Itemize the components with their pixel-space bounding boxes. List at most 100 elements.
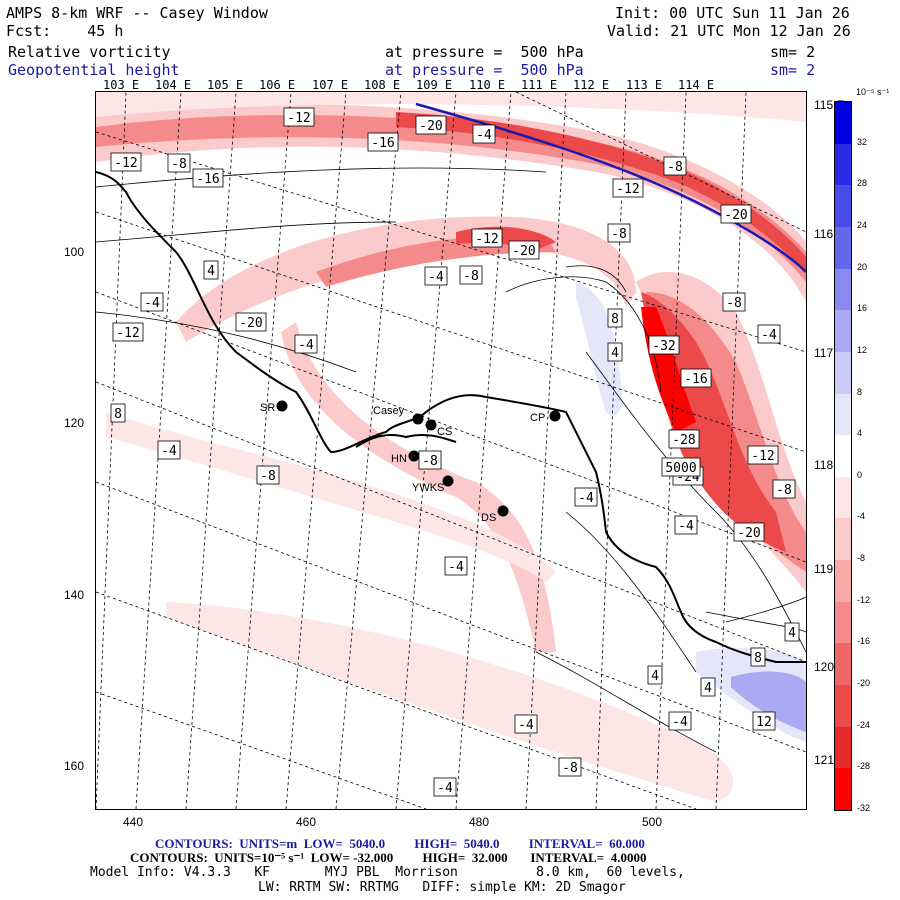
y-tick-label: 160 xyxy=(64,759,85,773)
station-dot xyxy=(549,410,561,422)
contour-label: -20 xyxy=(415,115,447,135)
svg-text:-8: -8 xyxy=(260,469,276,484)
svg-text:-20: -20 xyxy=(239,316,262,331)
contour-label: 4 xyxy=(203,260,219,280)
contour-label: -8 xyxy=(256,465,280,485)
map-plot-area: SR Casey CS CP HN YWKS DS -12 -16 -20 -4 -12 -8 -16-… xyxy=(95,91,807,810)
contour-label: 8 xyxy=(750,647,766,667)
positive-vorticity-fill xyxy=(576,282,806,742)
contour-label: 12 xyxy=(752,711,776,731)
station-dot xyxy=(408,450,420,462)
colorbar-label: -16 xyxy=(857,636,871,647)
contour-label: -4 xyxy=(668,711,692,731)
svg-text:-20: -20 xyxy=(737,526,760,541)
colorbar-label: -20 xyxy=(857,678,871,689)
station-label: YWKS xyxy=(412,482,444,494)
x-tick-label: 500 xyxy=(642,815,663,829)
footer-physics-info: LW: RRTM SW: RRTMG DIFF: simple KM: 2D S… xyxy=(258,880,626,895)
svg-text:-12: -12 xyxy=(616,182,639,197)
contour-label: -8 xyxy=(663,156,687,176)
svg-text:-16: -16 xyxy=(684,372,707,387)
contour-label: -8 xyxy=(772,479,796,499)
contour-label: -12 xyxy=(112,322,144,342)
svg-text:4: 4 xyxy=(611,346,619,361)
colorbar-segment xyxy=(835,601,851,644)
svg-text:-4: -4 xyxy=(672,715,688,730)
svg-text:-4: -4 xyxy=(761,328,777,343)
svg-text:-12: -12 xyxy=(751,449,774,464)
svg-text:-12: -12 xyxy=(287,111,310,126)
svg-text:-12: -12 xyxy=(116,326,139,341)
svg-text:-20: -20 xyxy=(419,119,442,134)
colorbar-label: 4 xyxy=(857,428,863,439)
colorbar-unit: 10⁻⁵ s⁻¹ xyxy=(856,87,890,97)
contour-label: -12 xyxy=(747,445,779,465)
field1-smoothing: sm= 2 xyxy=(770,43,816,61)
svg-text:-4: -4 xyxy=(144,296,160,311)
contour-label: -4 xyxy=(433,777,457,797)
valid-time: Valid: 21 UTC Mon 12 Jan 26 xyxy=(607,22,851,40)
contour-label: -32 xyxy=(648,335,680,355)
svg-text:4: 4 xyxy=(788,626,796,641)
station-markers: SR Casey CS CP HN YWKS DS xyxy=(260,400,561,524)
contour-label: -4 xyxy=(157,440,181,460)
svg-text:8: 8 xyxy=(114,407,122,422)
top-longitude-label: 108 E xyxy=(364,78,401,92)
top-longitude-label: 109 E xyxy=(416,78,453,92)
svg-text:-4: -4 xyxy=(437,781,453,796)
svg-text:-8: -8 xyxy=(463,269,479,284)
contour-label: -4 xyxy=(444,556,468,576)
svg-text:-4: -4 xyxy=(298,338,314,353)
colorbar-label: -32 xyxy=(857,803,871,813)
contour-label: -12 xyxy=(471,228,503,248)
contour-label: -28 xyxy=(668,429,700,449)
coastline xyxy=(96,171,806,663)
colorbar-segment xyxy=(835,685,851,727)
colorbar-segment xyxy=(835,643,851,686)
svg-text:-32: -32 xyxy=(652,339,675,354)
station-dot xyxy=(412,413,424,425)
top-longitude-label: 105 E xyxy=(207,78,244,92)
colorbar-segment xyxy=(835,143,851,186)
contour-label: -16 xyxy=(367,132,399,152)
colorbar-segment xyxy=(835,726,851,769)
station-dot xyxy=(497,505,509,517)
footer-model-info: Model Info: V4.3.3 KF MYJ PBL Morrison 8… xyxy=(90,865,685,880)
field1-level: at pressure = 500 hPa xyxy=(385,43,584,61)
svg-text:-8: -8 xyxy=(611,227,627,242)
contour-label: 4 xyxy=(700,677,716,697)
footer-vorticity-contours: CONTOURS: UNITS=10⁻⁵ s⁻¹ LOW= -32.000 HI… xyxy=(130,850,647,865)
svg-text:-12: -12 xyxy=(475,232,498,247)
vorticity-contours xyxy=(96,167,806,753)
colorbar-label: 24 xyxy=(857,219,868,230)
colorbar-label: -4 xyxy=(857,511,866,522)
colorbar-label: 0 xyxy=(857,469,863,480)
station-label: SR xyxy=(260,402,275,414)
colorbar-segment xyxy=(835,226,851,269)
svg-text:-8: -8 xyxy=(562,761,578,776)
coastline-inner xyxy=(355,433,457,448)
station-label: DS xyxy=(481,512,496,524)
top-longitude-label: 111 E xyxy=(521,78,558,92)
top-longitude-label: 104 E xyxy=(155,78,192,92)
field2-smoothing: sm= 2 xyxy=(770,61,816,79)
svg-text:-4: -4 xyxy=(476,128,492,143)
top-longitude-label: 113 E xyxy=(626,78,663,92)
svg-text:-8: -8 xyxy=(776,483,792,498)
svg-text:-8: -8 xyxy=(726,296,742,311)
contour-label: -16 xyxy=(192,168,224,188)
station-dot xyxy=(425,419,437,431)
top-longitude-label: 106 E xyxy=(259,78,296,92)
contour-label: 5000 xyxy=(661,457,701,477)
svg-text:-4: -4 xyxy=(161,444,177,459)
contour-label: -8 xyxy=(722,292,746,312)
colorbar-label: -28 xyxy=(857,761,871,772)
contour-label: 8 xyxy=(607,308,623,328)
contour-label: -8 xyxy=(167,153,191,173)
y-tick-label: 140 xyxy=(64,588,85,602)
contour-label: 4 xyxy=(647,665,663,685)
svg-text:-20: -20 xyxy=(724,208,747,223)
colorbar-segment xyxy=(835,476,851,519)
contour-label: 4 xyxy=(607,342,623,362)
contour-label: -4 xyxy=(424,266,448,286)
